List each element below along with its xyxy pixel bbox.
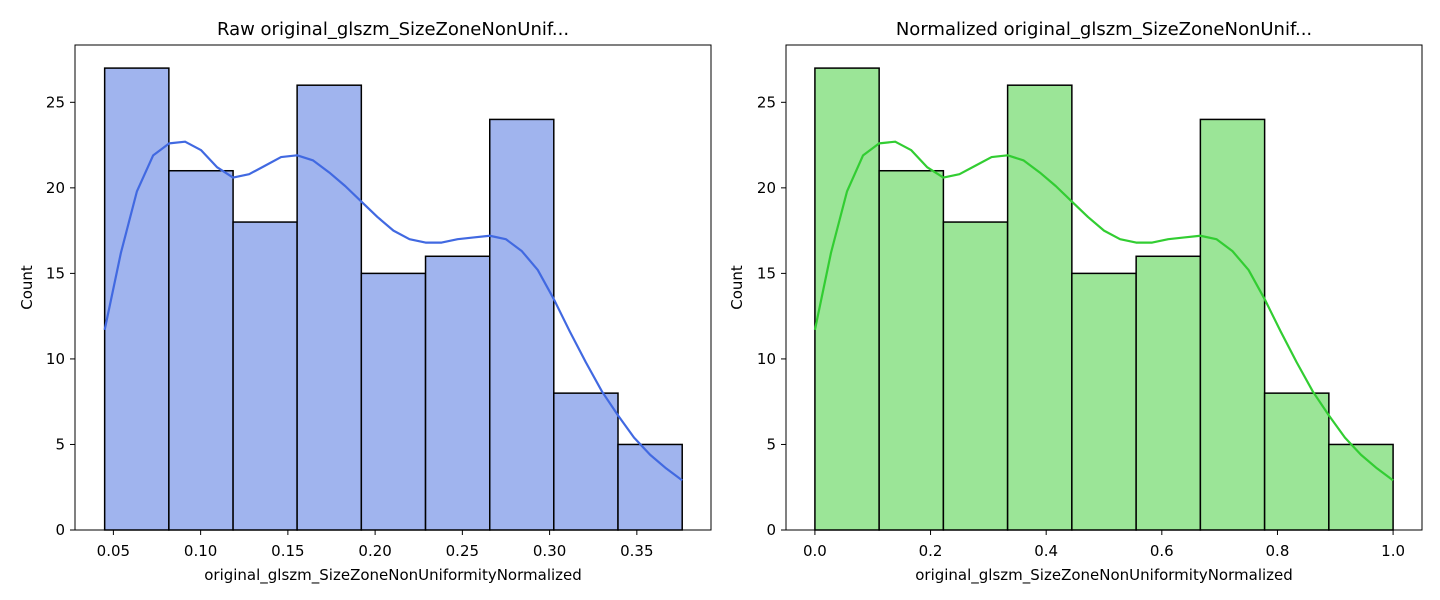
- normalized-x-tick-label: 1.0: [1381, 542, 1405, 560]
- normalized-x-tick-label: 0.8: [1266, 542, 1290, 560]
- raw-histogram-panel: Raw original_glszm_SizeZoneNonUnif... or…: [18, 19, 712, 585]
- normalized-histogram-bar: [1135, 255, 1202, 531]
- raw-y-tick-label: 0: [55, 521, 65, 539]
- raw-histogram-bar: [360, 272, 427, 531]
- raw-histogram-bar: [103, 67, 170, 531]
- raw-y-tick-label: 20: [46, 179, 65, 197]
- raw-y-tick-label: 5: [55, 435, 65, 453]
- raw-x-tick-label: 0.30: [533, 542, 566, 560]
- raw-histogram-bar: [296, 84, 363, 531]
- normalized-histogram-panel: Normalized original_glszm_SizeZoneNonUni…: [728, 19, 1423, 585]
- normalized-histogram-bar: [814, 67, 880, 531]
- raw-y-tick-label: 15: [46, 264, 65, 282]
- raw-kde-line: [103, 140, 683, 482]
- normalized-y-tick-label: 15: [757, 264, 776, 282]
- raw-y-axis-label: Count: [18, 265, 36, 310]
- normalized-x-tick-label: 0.0: [803, 542, 827, 560]
- raw-x-tick-label: 0.20: [358, 542, 391, 560]
- raw-histogram-bar: [424, 255, 491, 531]
- raw-histogram-bar: [489, 118, 555, 531]
- normalized-x-axis-label: original_glszm_SizeZoneNonUniformityNorm…: [915, 566, 1293, 585]
- normalized-y-axis-label: Count: [728, 265, 746, 310]
- raw-x-tick-label: 0.15: [271, 542, 304, 560]
- normalized-histogram-bar: [878, 169, 945, 531]
- normalized-histogram-bar: [1071, 272, 1137, 531]
- normalized-histogram-bar: [1328, 443, 1394, 531]
- normalized-histogram-bar: [942, 221, 1009, 531]
- normalized-y-tick-label: 5: [766, 435, 776, 453]
- normalized-x-tick-label: 0.2: [919, 542, 943, 560]
- normalized-histogram-bar: [1006, 84, 1073, 531]
- normalized-y-tick-label: 25: [757, 93, 776, 111]
- raw-x-tick-label: 0.25: [446, 542, 479, 560]
- raw-histogram-bar: [553, 392, 619, 531]
- normalized-histogram-bar: [1263, 392, 1330, 531]
- normalized-chart-title: Normalized original_glszm_SizeZoneNonUni…: [896, 19, 1312, 40]
- raw-y-tick-label: 10: [46, 350, 65, 368]
- raw-histogram-bar: [617, 443, 683, 531]
- normalized-y-tick-label: 10: [757, 350, 776, 368]
- raw-x-tick-label: 0.05: [97, 542, 130, 560]
- raw-x-tick-label: 0.35: [620, 542, 653, 560]
- normalized-axes-frame: [785, 44, 1423, 531]
- raw-axes-frame: [74, 44, 712, 531]
- normalized-y-tick-label: 0: [766, 521, 776, 539]
- normalized-x-tick-label: 0.4: [1034, 542, 1058, 560]
- raw-chart-title: Raw original_glszm_SizeZoneNonUnif...: [217, 19, 569, 40]
- normalized-histogram-bar: [1199, 118, 1266, 531]
- raw-x-tick-label: 0.10: [184, 542, 217, 560]
- normalized-x-tick-label: 0.6: [1150, 542, 1174, 560]
- normalized-kde-line: [813, 140, 1394, 482]
- raw-x-axis-label: original_glszm_SizeZoneNonUniformityNorm…: [204, 566, 582, 585]
- normalized-y-tick-label: 20: [757, 179, 776, 197]
- raw-histogram-bar: [168, 169, 234, 531]
- raw-y-tick-label: 25: [46, 93, 65, 111]
- raw-histogram-bar: [232, 221, 298, 531]
